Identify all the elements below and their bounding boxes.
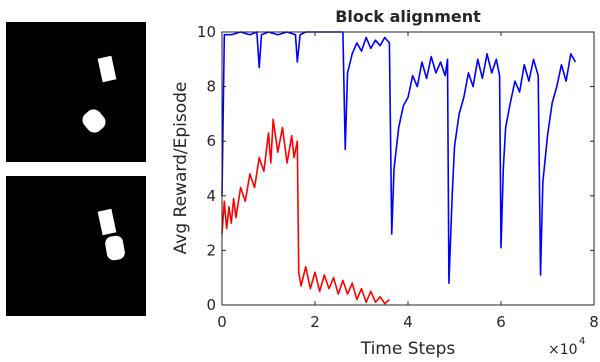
x-multiplier-exponent: 4 [579,336,585,347]
image-panel [6,22,146,162]
x-tick-label: 2 [310,313,320,331]
x-multiplier: ×10 [548,342,578,358]
y-axis-label: Avg Reward/Episode [171,82,191,255]
image-panel [6,176,146,316]
x-axis-label: Time Steps [360,339,456,358]
chart-title: Block alignment [335,7,481,26]
series-line [222,119,389,303]
figure: Block alignment Time Steps Avg Reward/Ep… [0,0,600,358]
y-tick-label: 4 [206,187,216,205]
y-tick-label: 6 [206,132,216,150]
series-line [222,32,575,283]
observation-top [6,22,146,162]
y-tick-label: 10 [197,23,216,41]
x-tick-label: 6 [496,313,506,331]
y-tick-label: 2 [206,241,216,259]
observation-bottom [6,176,146,316]
x-tick-label: 4 [403,313,413,331]
x-tick-label: 8 [589,313,599,331]
y-tick-label: 8 [206,78,216,96]
x-tick-label: 0 [217,313,227,331]
y-tick-label: 0 [206,296,216,314]
